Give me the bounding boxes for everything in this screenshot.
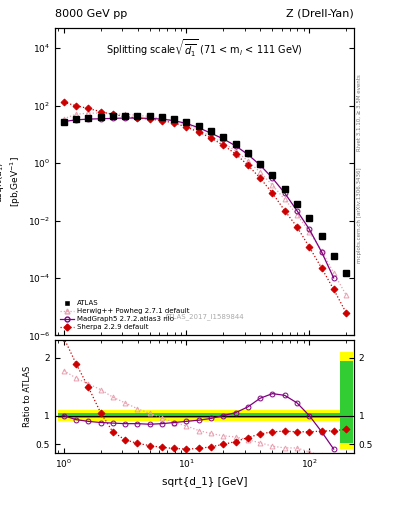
- Text: Rivet 3.1.10, ≥ 3.5M events: Rivet 3.1.10, ≥ 3.5M events: [357, 74, 362, 151]
- X-axis label: sqrt{d_1} [GeV]: sqrt{d_1} [GeV]: [162, 476, 247, 487]
- Text: mcplots.cern.ch [arXiv:1306.3436]: mcplots.cern.ch [arXiv:1306.3436]: [357, 167, 362, 263]
- Text: ATLAS_2017_I1589844: ATLAS_2017_I1589844: [165, 313, 244, 320]
- Text: 8000 GeV pp: 8000 GeV pp: [55, 9, 127, 19]
- Legend: ATLAS, Herwig++ Powheg 2.7.1 default, MadGraph5 2.7.2.atlas3 nlo, Sherpa 2.2.9 d: ATLAS, Herwig++ Powheg 2.7.1 default, Ma…: [59, 299, 191, 332]
- Text: Splitting scale$\sqrt{\overline{d_1}}$ (71 < m$_l$ < 111 GeV): Splitting scale$\sqrt{\overline{d_1}}$ (…: [106, 37, 303, 58]
- Y-axis label: Ratio to ATLAS: Ratio to ATLAS: [23, 366, 31, 428]
- Text: Z (Drell-Yan): Z (Drell-Yan): [286, 9, 354, 19]
- Y-axis label: dσ
dsqrt(d$_{1}$)
[pb,GeV$^{-1}$]: dσ dsqrt(d$_{1}$) [pb,GeV$^{-1}$]: [0, 156, 24, 207]
